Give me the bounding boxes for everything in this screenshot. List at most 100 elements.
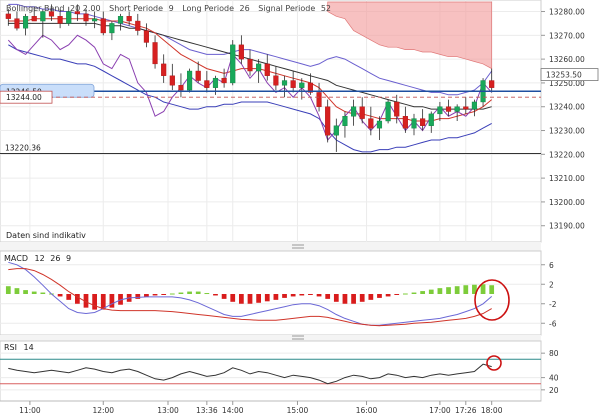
candle [290,71,296,93]
macd-bar [325,294,331,299]
candle [23,13,29,36]
candle [359,97,365,124]
candle-body [23,16,29,29]
macd-bar [238,294,244,304]
candle-body [57,16,63,24]
candle [152,35,158,69]
candle-body [143,30,149,43]
current-price-label: 13253.50 [546,71,582,80]
candle [143,23,149,48]
candle-body [394,101,400,117]
candle-body [454,106,460,112]
candle [195,61,201,83]
candle [376,116,383,141]
macd-bar [308,294,313,295]
candle [428,111,434,133]
macd-histogram [5,284,495,310]
macd-bar [377,294,382,298]
macd-bar [187,291,192,294]
macd-bar [472,284,477,294]
candle [256,59,262,83]
candle-body [273,75,279,86]
candle [316,82,322,112]
main-tick-label: 13240.00 [549,103,585,112]
rsi-y-axis: 80 40 20 [541,349,559,395]
candle-body [445,106,452,112]
macd-tick-label: -2 [549,300,557,309]
macd-bar [299,294,305,296]
candle [445,99,452,117]
macd-tick-label: 6 [549,261,554,270]
macd-bar [463,285,469,294]
macd-bar [109,294,115,308]
candle [109,21,115,41]
x-tick-label: 18:00 [481,406,503,415]
main-tick-label: 13280.00 [549,8,585,17]
panel-splitter-2[interactable] [0,335,541,341]
macd-highlight-circle [474,279,510,321]
candle-body [40,11,46,22]
candle-body [264,63,270,76]
panel-splitter-1[interactable] [0,242,541,251]
candle [161,54,167,83]
x-tick-label: 14:00 [222,406,244,415]
candle-body [290,80,296,88]
candle-body [74,11,80,15]
main-tick-label: 13190.00 [549,222,585,231]
candle [31,6,37,22]
candle [402,106,408,133]
candle [204,71,210,93]
macd-bar [31,291,37,294]
candle [368,106,374,136]
macd-bar [428,289,434,294]
macd-bar [66,294,72,300]
candle [273,66,279,91]
main-y-axis: 13280.00 13270.00 13260.00 13250.00 13240.00… [540,8,599,231]
macd-bar [83,294,89,308]
candle-body [178,85,184,91]
macd-bar [256,294,262,303]
macd-bar [144,294,149,297]
candle [394,94,400,124]
candle [135,13,141,36]
macd-bar [359,294,365,302]
x-tick-label: 15:00 [287,406,309,415]
candle [5,9,11,26]
candle-body [48,11,55,17]
level-label-3: 13220.36 [5,143,41,152]
macd-bar [368,294,374,300]
macd-line [8,261,493,326]
candle [437,101,443,121]
candle-body [230,44,236,84]
macd-bar [92,294,98,310]
rsi-title: RSI 14 [4,343,34,352]
macd-bar [178,292,184,294]
candle-body [420,118,426,126]
macd-bar [169,293,175,295]
candle [281,75,288,98]
candle-body [83,13,89,22]
candle [454,104,460,121]
macd-bar [437,288,443,294]
main-tick-label: 13270.00 [549,31,585,40]
macd-bar [351,294,356,304]
macd-bar [420,291,426,294]
macd-bar [152,294,158,296]
level-label-2: 13244.00 [6,93,42,102]
candle-body [195,70,201,81]
legend-bollinger: Bollinger Band 20 2.00 Short Periode 9 L… [6,4,331,13]
candle-body [471,101,477,110]
candle [238,35,244,64]
x-tick-label: 12:00 [92,406,114,415]
rsi-highlight-circle [486,355,502,371]
candle [333,118,339,152]
macd-bar [221,294,227,299]
bollinger-lower-line [8,44,492,153]
candle-body [385,101,391,122]
macd-bar [230,294,236,302]
candle-body [161,63,167,76]
candle-body [5,13,11,19]
candle [299,78,305,100]
candle [187,68,193,93]
